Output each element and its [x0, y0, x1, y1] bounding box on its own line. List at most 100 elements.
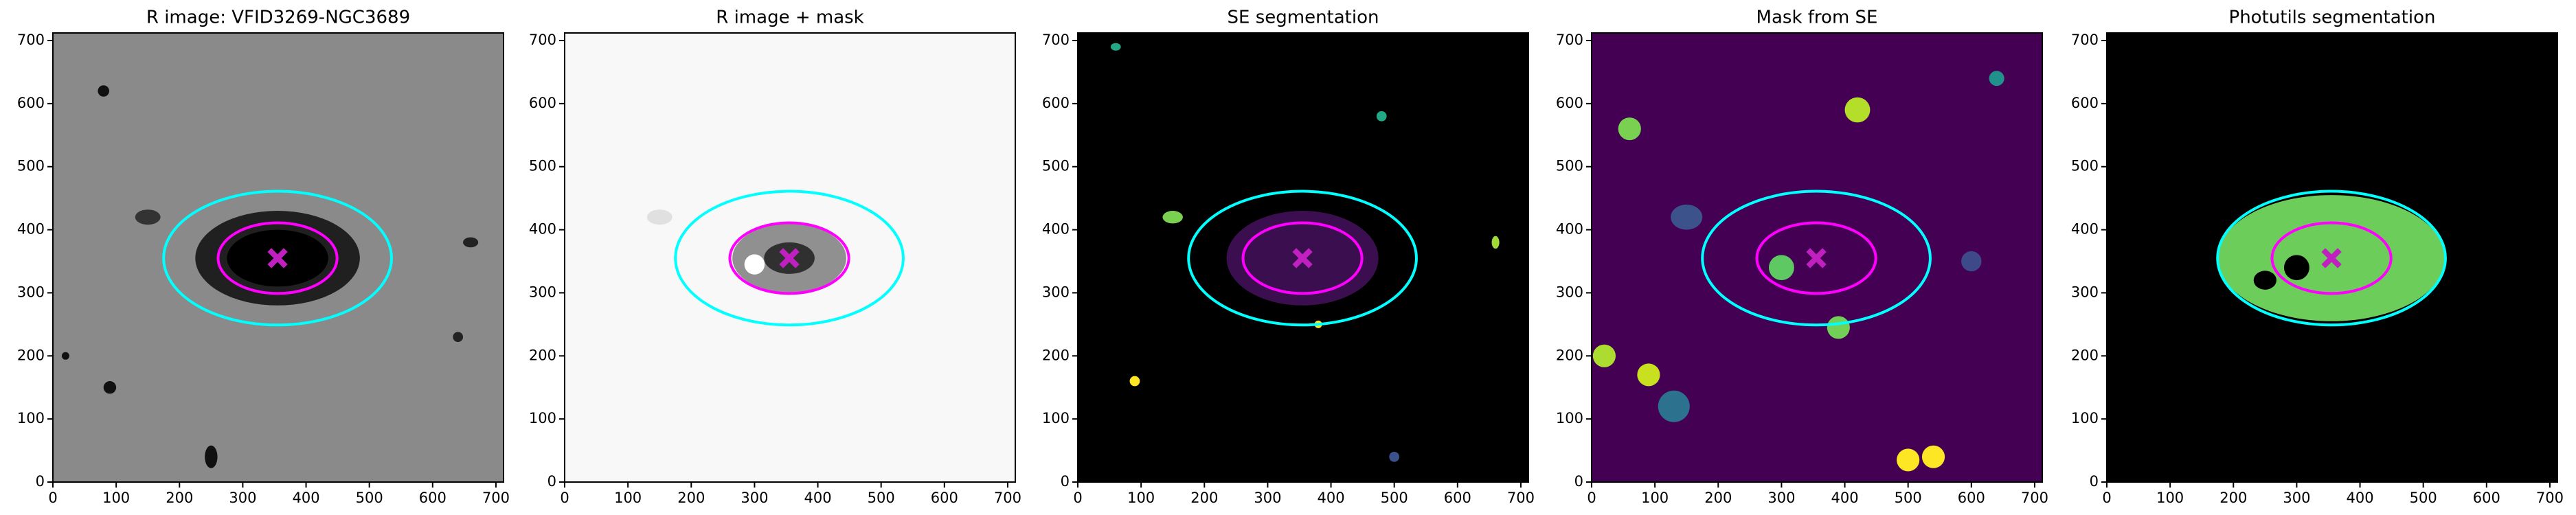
- y-tick-label: 200: [1556, 347, 1583, 363]
- image-feature: [1592, 344, 1616, 367]
- image-feature: [1491, 236, 1500, 249]
- image-feature: [1129, 376, 1140, 387]
- x-tick-label: 600: [1958, 490, 1985, 506]
- x-tick-label: 600: [931, 490, 958, 506]
- image-feature: [1618, 117, 1641, 141]
- panel-title: Photutils segmentation: [2229, 8, 2436, 28]
- aperture-ellipse: [216, 221, 339, 295]
- x-tick-label: 500: [1895, 490, 1922, 506]
- image-feature: [1897, 448, 1920, 472]
- y-tick-label: 600: [1556, 95, 1583, 111]
- panel: Mask from SE 0 100 200 300 400 500 600 700 0 100 20…: [1556, 8, 2048, 507]
- y-tick-label: 600: [529, 95, 556, 111]
- x-tick-label: 400: [292, 490, 319, 506]
- x-tick-label: 0: [48, 490, 57, 506]
- image-feature: [1389, 451, 1400, 462]
- x-tick-label: 100: [2156, 490, 2184, 506]
- panel-title: R image: VFID3269-NGC3689: [146, 8, 410, 28]
- image-feature: [1827, 316, 1850, 339]
- y-tick-label: 0: [36, 473, 45, 490]
- y-tick-label: 300: [1042, 284, 1070, 300]
- x-tick-label: 0: [1073, 490, 1082, 506]
- image-feature: [1961, 251, 1982, 272]
- y-tick-label: 400: [2071, 221, 2099, 238]
- panel: Photutils segmentation 0 100 200 300 400 500 60…: [2071, 8, 2564, 507]
- x-tick-label: 500: [1381, 490, 1408, 506]
- x-tick-label: 300: [1767, 490, 1795, 506]
- x-tick-label: 600: [1444, 490, 1471, 506]
- y-tick-label: 200: [2071, 347, 2099, 363]
- axes-frame: [52, 32, 504, 483]
- y-tick-label: 700: [2071, 32, 2099, 48]
- x-tick-label: 200: [677, 490, 705, 506]
- x-tick-label: 500: [2410, 490, 2437, 506]
- aperture-ellipse: [162, 190, 393, 327]
- image-feature: [61, 352, 69, 360]
- image-feature: [1162, 211, 1183, 224]
- image-feature: [463, 237, 479, 248]
- x-tick-label: 100: [1641, 490, 1669, 506]
- y-tick-label: 500: [1042, 158, 1070, 174]
- image-feature: [453, 332, 464, 343]
- image-feature: [1989, 71, 2004, 87]
- x-tick-label: 200: [2219, 490, 2247, 506]
- aperture-ellipse: [674, 190, 905, 327]
- aperture-ellipse: [1755, 221, 1877, 295]
- center-marker: [2321, 248, 2342, 268]
- x-tick-label: 300: [2283, 490, 2310, 506]
- x-tick-label: 100: [1127, 490, 1155, 506]
- x-tick-label: 200: [1704, 490, 1732, 506]
- axes-frame: [564, 32, 1016, 483]
- center-marker: [779, 248, 800, 268]
- image-feature: [135, 209, 161, 225]
- x-tick-label: 0: [1587, 490, 1596, 506]
- x-tick-label: 600: [419, 490, 447, 506]
- y-tick-label: 300: [2071, 284, 2099, 300]
- image: [1078, 33, 1528, 482]
- x-tick-label: 400: [2346, 490, 2373, 506]
- x-tick-label: 0: [560, 490, 569, 506]
- panel-title: Mask from SE: [1756, 8, 1878, 28]
- y-tick-label: 200: [1042, 347, 1070, 363]
- y-tick-label: 500: [17, 158, 45, 174]
- y-tick-label: 600: [17, 95, 45, 111]
- y-tick-label: 300: [1556, 284, 1583, 300]
- y-tick-label: 400: [1042, 221, 1070, 238]
- y-tick-label: 100: [2071, 410, 2099, 426]
- x-tick-label: 600: [2473, 490, 2500, 506]
- x-tick-label: 500: [868, 490, 895, 506]
- image-feature: [2283, 255, 2309, 281]
- center-marker: [1806, 248, 1827, 268]
- x-tick-label: 400: [1317, 490, 1344, 506]
- y-tick-label: 400: [1556, 221, 1583, 238]
- x-tick-label: 300: [741, 490, 768, 506]
- axes-frame: [1077, 32, 1529, 483]
- x-tick-label: 500: [356, 490, 383, 506]
- y-tick-label: 500: [1556, 158, 1583, 174]
- image-feature: [1637, 363, 1660, 387]
- y-tick-label: 500: [529, 158, 556, 174]
- aperture-ellipse: [1701, 190, 1932, 327]
- image-feature: [1844, 97, 1871, 123]
- aperture-ellipse: [1187, 190, 1418, 327]
- y-tick-label: 300: [17, 284, 45, 300]
- axes-frame: [2106, 32, 2558, 483]
- x-tick-label: 400: [804, 490, 831, 506]
- x-tick-label: 700: [482, 490, 510, 506]
- x-tick-label: 100: [102, 490, 130, 506]
- y-tick-label: 100: [17, 410, 45, 426]
- image-feature: [98, 85, 110, 97]
- image-feature: [103, 381, 117, 394]
- image: [1592, 33, 2042, 482]
- y-tick-label: 300: [529, 284, 556, 300]
- image-feature: [1921, 445, 1945, 468]
- x-tick-label: 300: [1254, 490, 1281, 506]
- y-tick-label: 700: [1556, 32, 1583, 48]
- x-tick-label: 300: [229, 490, 256, 506]
- panel-title: SE segmentation: [1228, 8, 1379, 28]
- image-feature: [205, 445, 218, 468]
- x-tick-label: 0: [2102, 490, 2111, 506]
- panel: R image: VFID3269-NGC3689 0 100 200 300 400 50…: [17, 8, 510, 507]
- x-tick-label: 700: [1507, 490, 1535, 506]
